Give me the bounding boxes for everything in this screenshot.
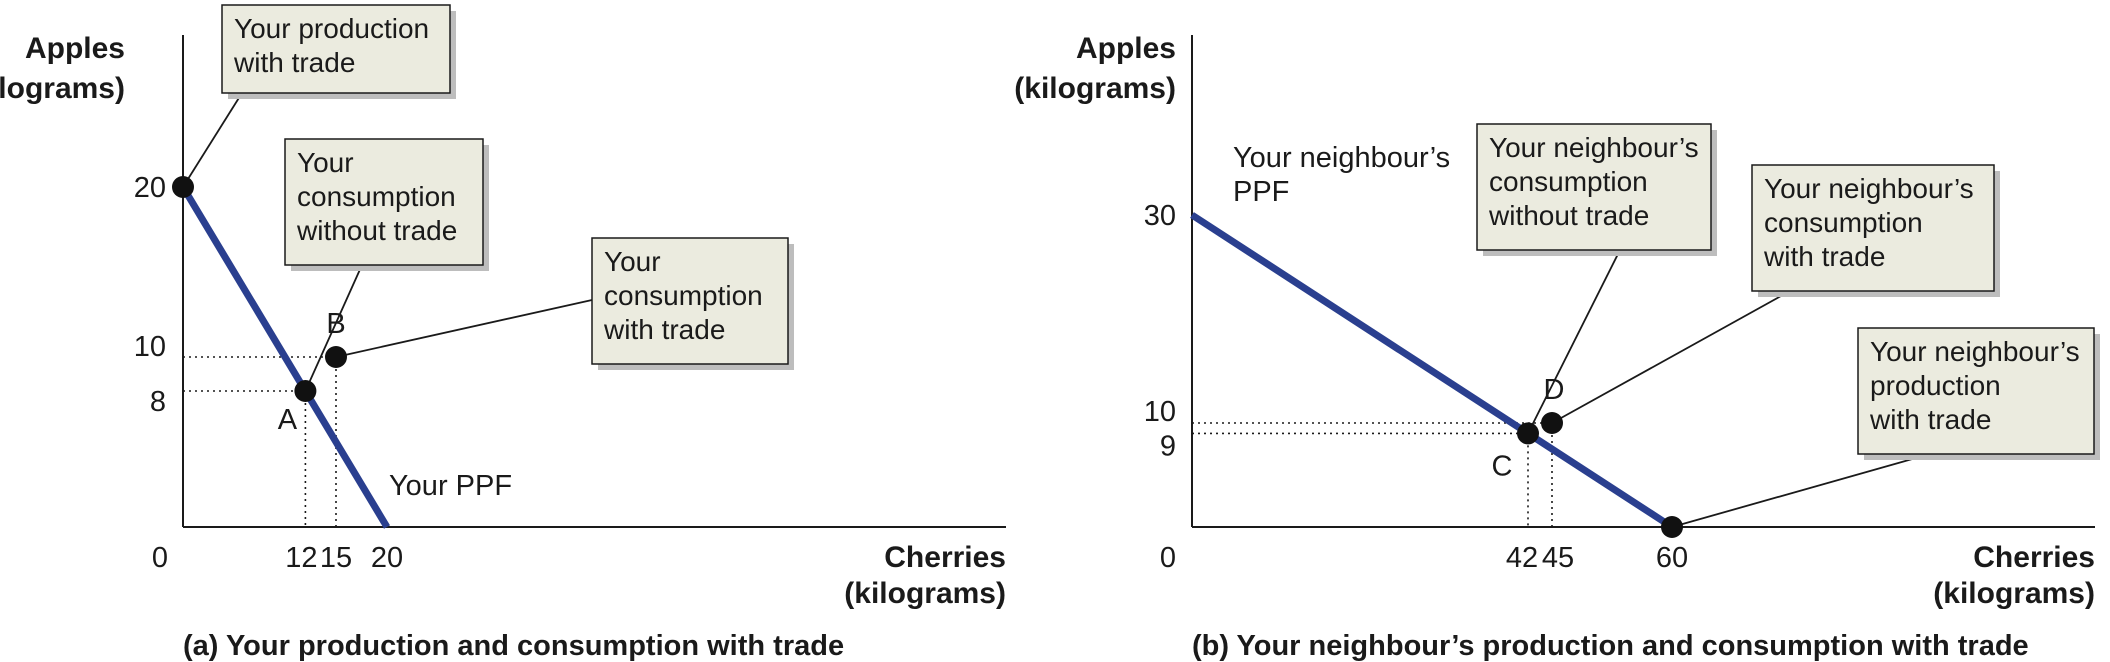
callout-box bbox=[221, 4, 451, 94]
x-tick-label: 12 bbox=[285, 542, 317, 574]
panel-caption: (b) Your neighbour’s production and cons… bbox=[1192, 630, 2029, 662]
callout-text: Your bbox=[297, 147, 354, 178]
x-axis-unit: (kilograms) bbox=[844, 577, 1006, 610]
callout-text: Your bbox=[604, 246, 661, 277]
callout-text: production bbox=[1870, 370, 2001, 401]
point-label-a: A bbox=[278, 404, 298, 436]
y-tick-label: 30 bbox=[1144, 200, 1176, 232]
chart-panel-b: Apples(kilograms)Cherries(kilograms)0 42 4… bbox=[1014, 32, 2100, 662]
y-tick-label: 20 bbox=[134, 172, 166, 204]
callout-box bbox=[1476, 123, 1712, 251]
y-tick-label: 8 bbox=[150, 386, 166, 418]
callout-leader bbox=[1671, 453, 1931, 528]
callout-leader bbox=[1527, 249, 1621, 434]
callout-text: Your neighbour’s bbox=[1764, 173, 1974, 204]
callout-text: consumption bbox=[297, 181, 456, 212]
ppf-line bbox=[1190, 212, 1674, 530]
x-tick-label: 15 bbox=[320, 542, 352, 574]
chart-panel-a: Apples(kilograms)Cherries(kilograms)0121… bbox=[0, 4, 1006, 662]
y-axis-unit: (kilograms) bbox=[1014, 72, 1176, 105]
point-a bbox=[294, 380, 317, 402]
y-axis-unit: (kilograms) bbox=[0, 72, 125, 105]
callout-text: without trade bbox=[1488, 200, 1649, 231]
callout-box bbox=[284, 138, 484, 266]
point-d bbox=[1541, 412, 1563, 434]
callout-text: consumption bbox=[1764, 207, 1923, 238]
point-production bbox=[172, 176, 194, 198]
ppf-label: PPF bbox=[1233, 176, 1289, 208]
y-tick-label: 9 bbox=[1160, 430, 1176, 462]
callout-leader bbox=[182, 92, 243, 188]
callout-text: consumption bbox=[1489, 166, 1648, 197]
callout-text: with trade bbox=[1869, 404, 1991, 435]
x-axis-unit: (kilograms) bbox=[1933, 577, 2095, 610]
callout-leader bbox=[1551, 290, 1791, 424]
point-production bbox=[1661, 516, 1683, 538]
callout-text: Your neighbour’s bbox=[1870, 336, 2080, 367]
panel-caption: (a) Your production and consumption with… bbox=[183, 630, 844, 662]
callout-text: with trade bbox=[603, 314, 725, 345]
callout-text: with trade bbox=[233, 47, 355, 78]
x-tick-label: 45 bbox=[1542, 542, 1574, 574]
origin-label: 0 bbox=[152, 542, 168, 574]
origin-label: 0 bbox=[1160, 542, 1176, 574]
callout-box bbox=[591, 237, 789, 365]
point-label-d: D bbox=[1544, 374, 1565, 406]
ppf-label: Your PPF bbox=[389, 470, 512, 502]
y-axis-title: Apples bbox=[25, 32, 125, 65]
x-tick-label: 20 bbox=[371, 542, 403, 574]
callout-text: consumption bbox=[604, 280, 763, 311]
callout-box bbox=[1857, 327, 2095, 455]
x-axis-title: Cherries bbox=[1973, 541, 2095, 574]
y-axis-title: Apples bbox=[1076, 32, 1176, 65]
callout-text: with trade bbox=[1763, 241, 1885, 272]
callout-leader bbox=[335, 299, 593, 358]
point-label-b: B bbox=[326, 308, 345, 340]
x-axis-title: Cherries bbox=[884, 541, 1006, 574]
y-tick-label: 10 bbox=[1144, 396, 1176, 428]
callout-text: without trade bbox=[296, 215, 457, 246]
y-tick-label: 10 bbox=[134, 331, 166, 363]
point-c bbox=[1517, 422, 1539, 445]
point-label-c: C bbox=[1492, 450, 1513, 482]
x-tick-label: 60 bbox=[1656, 542, 1688, 574]
callout-text: Your neighbour’s bbox=[1489, 132, 1699, 163]
callout-leader bbox=[304, 264, 363, 392]
callout-box bbox=[1751, 164, 1995, 292]
callout-text: Your production bbox=[234, 13, 429, 44]
x-tick-label: 42 bbox=[1506, 542, 1538, 574]
ppf-label: Your neighbour’s bbox=[1233, 142, 1450, 174]
ppf-line bbox=[179, 185, 391, 529]
point-b bbox=[325, 346, 347, 368]
